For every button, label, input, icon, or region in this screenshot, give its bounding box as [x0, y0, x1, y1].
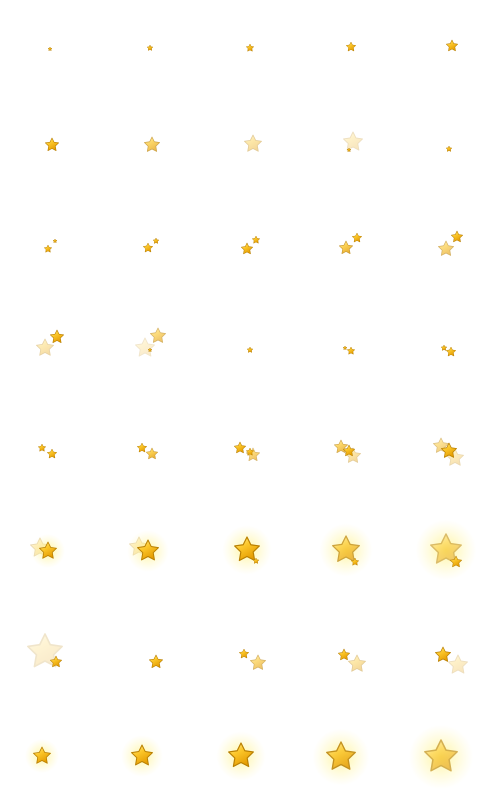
star: [438, 240, 454, 256]
star: [446, 39, 458, 52]
star: [346, 346, 356, 355]
star: [441, 442, 457, 458]
star: [146, 447, 158, 460]
star: [346, 147, 352, 152]
star: [50, 329, 64, 343]
star: [39, 541, 57, 559]
star: [252, 557, 260, 564]
star: [326, 741, 356, 770]
star: [234, 441, 246, 454]
star: [435, 646, 451, 662]
star: [244, 134, 262, 152]
star: [348, 654, 366, 672]
star: [238, 648, 250, 659]
star: [430, 533, 462, 564]
star: [37, 443, 47, 452]
star: [50, 655, 62, 668]
star: [338, 648, 350, 661]
star: [27, 633, 63, 668]
star: [43, 244, 53, 253]
star: [47, 46, 53, 51]
star: [445, 346, 457, 357]
star: [150, 327, 166, 343]
star: [136, 442, 148, 453]
star: [350, 557, 360, 566]
star: [343, 444, 355, 457]
star: [246, 346, 254, 353]
star: [142, 242, 154, 253]
star: [52, 238, 58, 243]
star: [351, 232, 363, 243]
star: [245, 43, 255, 52]
star: [46, 448, 58, 459]
star: [345, 41, 357, 52]
star: [450, 555, 462, 568]
star: [245, 447, 255, 456]
star: [250, 654, 266, 670]
star: [33, 746, 51, 764]
star: [152, 237, 160, 244]
star: [146, 44, 154, 51]
star: [149, 654, 163, 668]
star: [448, 654, 468, 674]
star: [424, 739, 458, 772]
star: [144, 136, 160, 152]
star: [339, 240, 353, 254]
star: [228, 742, 254, 768]
star: [440, 344, 448, 351]
star: [332, 535, 360, 562]
star: [451, 230, 463, 243]
star: [137, 539, 159, 561]
star: [45, 137, 59, 151]
star: [131, 744, 153, 766]
star: [445, 145, 453, 152]
star: [241, 242, 253, 255]
star: [251, 235, 261, 244]
star: [343, 131, 363, 151]
star: [147, 347, 153, 352]
star: [342, 345, 348, 350]
star: [135, 337, 155, 357]
star: [36, 338, 54, 356]
star: [234, 536, 260, 562]
